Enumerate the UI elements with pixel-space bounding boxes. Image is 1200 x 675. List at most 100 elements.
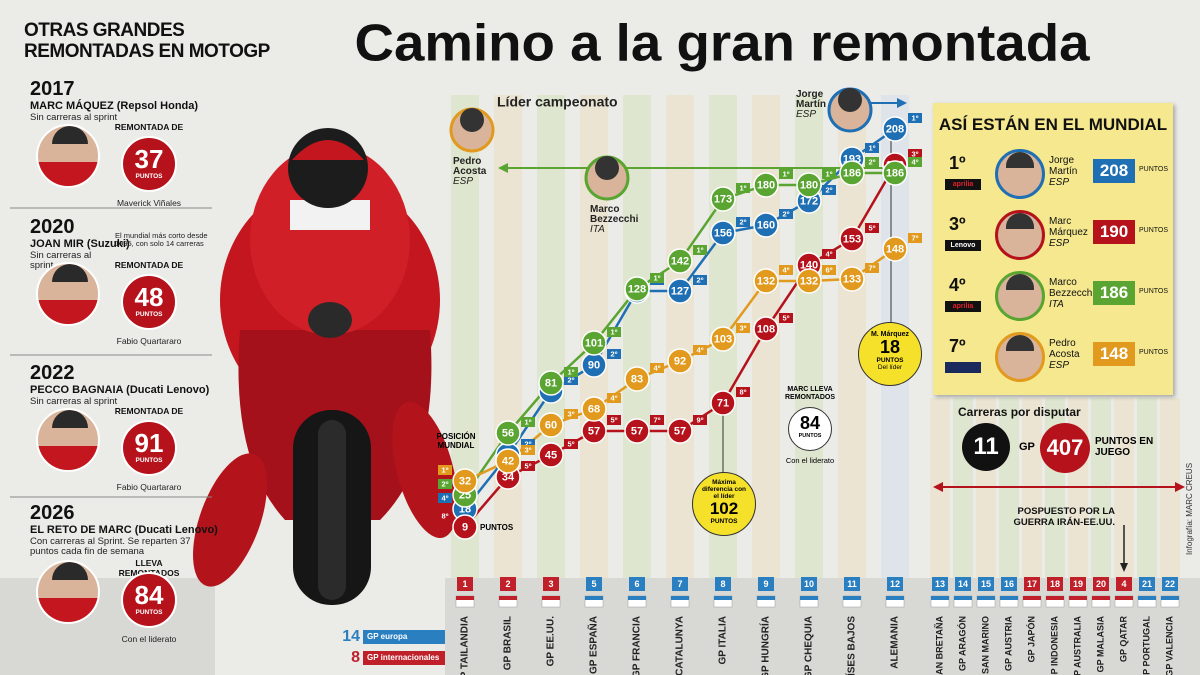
standing-photo-cap: [1006, 335, 1034, 351]
rank-box: [607, 393, 621, 403]
rank-label: 1º: [912, 113, 919, 122]
round-box: [1070, 577, 1086, 591]
annotation-text: MARC LLEVA REMONTADOS: [784, 386, 836, 401]
x-tick-label: GP SAN MARINO: [980, 616, 990, 675]
flag-stripe: [585, 596, 603, 600]
data-point: [796, 172, 822, 198]
rank-box: [693, 415, 707, 425]
standing-unit: PUNTOS: [1139, 288, 1169, 295]
data-point: [538, 412, 564, 438]
entry-year: 2020: [30, 216, 75, 238]
data-label: 83: [631, 373, 643, 385]
entry-subtitle: Con carreras al Sprint. Se reparten 37 p…: [30, 536, 191, 557]
rank-label: 2º: [697, 275, 704, 284]
rank-box: [521, 439, 535, 449]
entry-circle: 91 PUNTOS: [121, 420, 177, 476]
rank-box: [822, 169, 836, 179]
rider-name: Marco Bezzecchi: [590, 204, 639, 225]
rank-box: [693, 245, 707, 255]
flag-stripe: [1069, 596, 1087, 600]
round-number: 2: [505, 579, 510, 589]
remaining-points-unit: PUNTOS EN JUEGO: [1095, 436, 1154, 458]
annotation-text: M. Márquez: [870, 331, 910, 338]
x-tick-label: GP VALENCIA: [1164, 616, 1174, 675]
rank-label: 3º: [740, 323, 747, 332]
round-number: 13: [935, 579, 945, 589]
rank-label: 4º: [611, 393, 618, 402]
rank-box: [736, 387, 750, 397]
data-point: [796, 268, 822, 294]
rank-label: 1º: [442, 465, 449, 474]
rank-label: 4º: [912, 157, 919, 166]
standing-photo-cap: [1006, 213, 1034, 229]
entry-rival: Con el liderato: [121, 634, 177, 644]
rank-box: [779, 313, 793, 323]
flag-stripe: [456, 596, 474, 600]
rank-box: [521, 417, 535, 427]
standing-pos: 1º: [949, 153, 966, 173]
rank-label: 2º: [869, 157, 876, 166]
data-label: 45: [545, 449, 557, 461]
standing-country: ESP: [1049, 238, 1070, 249]
data-label: 140: [800, 259, 818, 271]
rider-helmet-icon: [595, 156, 619, 180]
entry-photo-cap: [52, 126, 88, 144]
rank-box: [736, 217, 750, 227]
x-tick-label: GP AUSTRIA: [1003, 616, 1013, 672]
round-box: [1093, 577, 1109, 591]
annotation: Máxima diferencia con el líder 102 PUNTOS: [692, 472, 756, 536]
entry-title: JOAN MIR (Suzuki): [30, 238, 130, 250]
x-tick-label: GP CATALUNYA: [675, 616, 686, 675]
round-box: [1116, 577, 1132, 591]
flag-stripe: [1161, 596, 1179, 600]
data-point: [581, 330, 607, 356]
round-number: 21: [1142, 579, 1152, 589]
data-label: 173: [714, 193, 732, 205]
data-label: 153: [843, 233, 861, 245]
rank-box: [438, 465, 452, 475]
rank-box: [865, 223, 879, 233]
rank-label: 4º: [783, 265, 790, 274]
rank-label: 8º: [740, 387, 747, 396]
data-point: [581, 396, 607, 422]
rank-box: [693, 275, 707, 285]
data-label: 90: [588, 359, 600, 371]
data-label: 34: [502, 471, 515, 483]
column-stripes: [451, 95, 1180, 578]
legend-label: GP internacionales: [363, 651, 445, 665]
entry-title: EL RETO DE MARC (Ducati Lenovo): [30, 524, 218, 536]
x-tick-label: GP GRAN BRETAÑA: [934, 616, 944, 675]
rank-box: [908, 233, 922, 243]
team-logo: aprilia: [945, 301, 981, 312]
standing-photo: [995, 332, 1045, 382]
entry-rival: Maverick Viñales: [116, 198, 182, 208]
bike-logo: [308, 302, 352, 338]
annotation-unit: PUNTOS: [710, 518, 738, 525]
data-label: 128: [628, 283, 646, 295]
round-box: [978, 577, 994, 591]
column-stripe: [537, 95, 565, 578]
entry-year: 2017: [30, 78, 75, 100]
round-box: [586, 577, 602, 591]
rank-box: [650, 415, 664, 425]
credit: Infografía: MARC CREUS: [1185, 463, 1194, 555]
entry-subtitle: Sin carreras al sprint: [30, 250, 92, 271]
bottom-band: [445, 578, 1200, 675]
entry-value: 91: [134, 428, 164, 458]
rank-label: 2º: [740, 217, 747, 226]
round-box: [543, 577, 559, 591]
flag-stripe: [1023, 596, 1041, 600]
rank-box: [438, 479, 452, 489]
standing-country: ITA: [1049, 299, 1064, 310]
data-label: 57: [588, 425, 600, 437]
entry-subtitle: Sin carreras al sprint: [30, 112, 118, 123]
data-point: [538, 442, 564, 468]
standing-name: Jorge Martín ESP: [1049, 155, 1099, 188]
standings-panel: ASÍ ESTÁN EN EL MUNDIAL 1º aprilia Jorge Mar…: [933, 103, 1173, 395]
entry-title: MARC MÁQUEZ (Repsol Honda): [30, 100, 199, 112]
data-point: [452, 468, 478, 494]
x-tick-label: GP ARAGÓN: [956, 616, 967, 671]
rank-label: 5º: [869, 223, 876, 232]
rank-label: 1º: [783, 169, 790, 178]
round-box: [1047, 577, 1063, 591]
